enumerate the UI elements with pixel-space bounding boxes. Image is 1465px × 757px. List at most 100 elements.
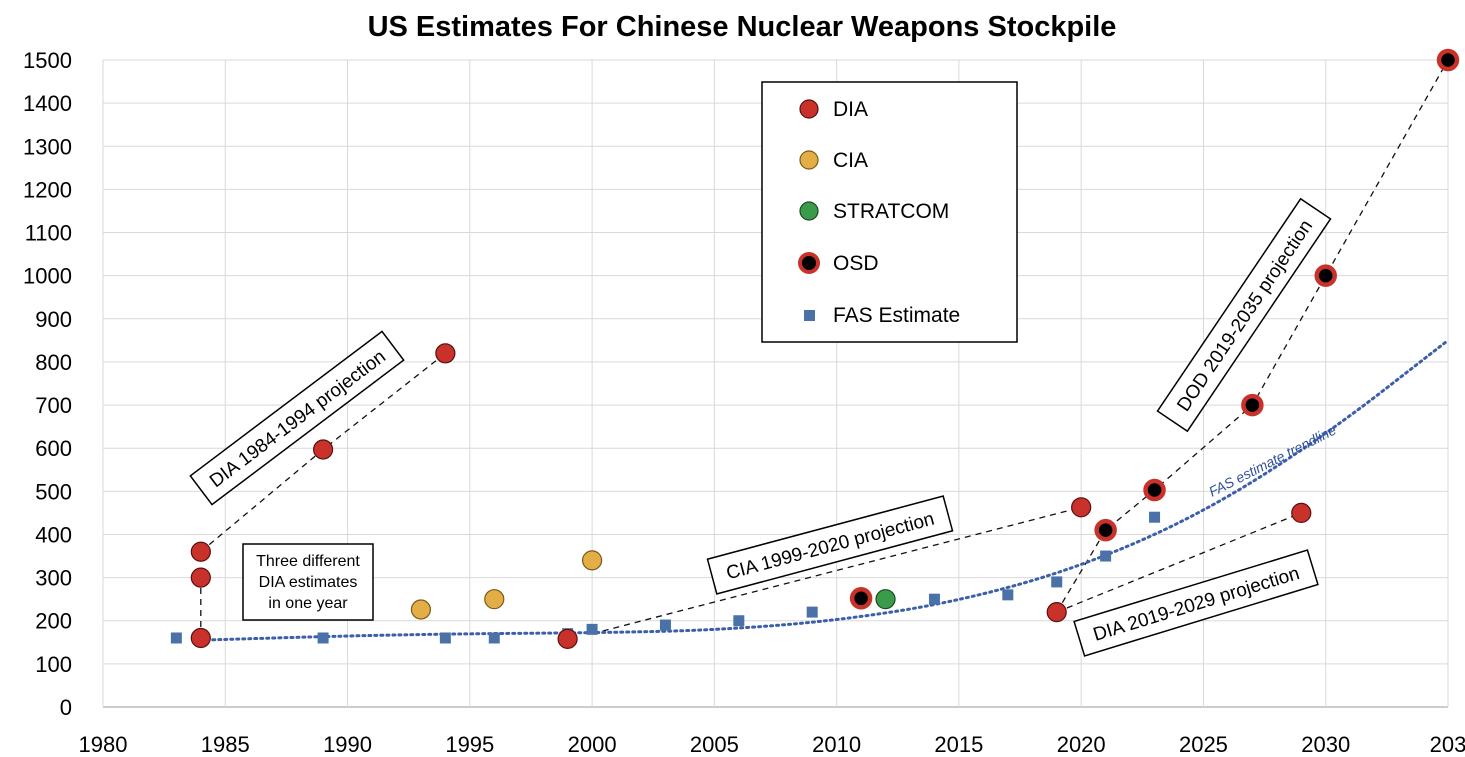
legend-item-osd: OSD xyxy=(798,252,879,275)
x-tick-label: 1980 xyxy=(79,732,128,757)
data-points xyxy=(170,48,1460,649)
annotation-three-dia-box xyxy=(242,543,374,621)
y-tick-label: 600 xyxy=(35,436,72,461)
y-tick-label: 1500 xyxy=(23,48,72,73)
dia-point xyxy=(1291,502,1312,524)
legend-dia-marker xyxy=(799,99,819,119)
dia-point xyxy=(1046,602,1067,623)
dia-point xyxy=(190,627,211,649)
x-tick-label: 2000 xyxy=(568,732,617,757)
annotation-three-dia-line-2: DIA estimates xyxy=(259,574,358,591)
osd-point xyxy=(1314,264,1337,287)
fas-estimate-point xyxy=(1149,511,1161,523)
y-tick-label: 1200 xyxy=(23,177,72,202)
y-tick-label: 100 xyxy=(35,652,72,677)
y-tick-labels: 0 100 200 300 400 500 600 700 800 900 1000 1100 1200… xyxy=(23,48,72,720)
fas-estimate-point xyxy=(928,593,940,605)
annotation-dia-2019: DIA 2019-2029 projection xyxy=(1073,549,1319,657)
x-tick-labels: 1980 1985 1990 1995 2000 2005 2010 2015 2020 2025… xyxy=(79,732,1465,757)
legend: DIA CIA STRATCOM OSD FAS Estimate xyxy=(761,81,1018,343)
trendline-label: FAS estimate trendline xyxy=(1206,421,1339,499)
dia-point xyxy=(312,439,334,460)
projection-line xyxy=(591,506,1082,635)
legend-item-fas: FAS Estimate xyxy=(804,304,960,327)
legend-stratcom-label: STRATCOM xyxy=(833,200,949,223)
legend-item-cia: CIA xyxy=(799,149,868,172)
annotation-three-dia-line-1: Three different xyxy=(256,553,360,570)
x-tick-label: 2010 xyxy=(812,732,861,757)
fas-trendline xyxy=(199,338,1450,642)
annotation-dia-2019-box xyxy=(1073,549,1319,657)
annotation-dod-2019-text: DOD 2019-2035 projection xyxy=(1173,216,1317,415)
dia-point xyxy=(557,628,578,649)
osd-point xyxy=(1241,393,1264,417)
legend-item-dia: DIA xyxy=(799,98,868,121)
chart-title: US Estimates For Chinese Nuclear Weapons… xyxy=(368,11,1117,43)
dia-point xyxy=(190,567,211,588)
projection-line xyxy=(1056,59,1449,613)
dia-point xyxy=(1071,497,1092,518)
annotation-three-dia: Three different DIA estimates in one yea… xyxy=(242,543,374,621)
y-tick-label: 1300 xyxy=(23,134,72,159)
annotation-cia-1999-box xyxy=(706,495,954,595)
y-tick-label: 1100 xyxy=(25,221,72,246)
x-tick-label: 2005 xyxy=(690,732,739,757)
fas-estimate-point xyxy=(1100,550,1112,562)
annotation-three-dia-line-3: in one year xyxy=(268,595,348,612)
y-tick-label: 200 xyxy=(35,609,72,634)
x-tick-label: 1995 xyxy=(445,732,494,757)
x-tick-label: 1985 xyxy=(201,732,250,757)
y-tick-label: 700 xyxy=(35,393,72,418)
osd-point xyxy=(1094,518,1117,542)
annotation-dia-1984-box xyxy=(189,330,405,506)
annotation-dod-2019-box xyxy=(1156,197,1332,433)
y-tick-label: 0 xyxy=(60,695,72,720)
legend-osd-label: OSD xyxy=(833,252,879,275)
x-tick-label: 2020 xyxy=(1057,732,1106,757)
cia-point xyxy=(581,550,603,571)
legend-cia-marker xyxy=(799,150,819,170)
fas-estimate-point xyxy=(806,606,818,618)
dia-point xyxy=(435,343,456,364)
y-tick-label: 900 xyxy=(35,307,72,332)
fas-estimate-point xyxy=(488,632,500,644)
osd-point xyxy=(1436,48,1460,72)
annotation-dod-2019: DOD 2019-2035 projection xyxy=(1156,197,1332,433)
fas-estimate-point xyxy=(659,619,671,631)
fas-estimate-point xyxy=(1051,576,1063,588)
y-tick-label: 800 xyxy=(35,350,72,375)
osd-point xyxy=(1143,478,1166,502)
legend-stratcom-marker xyxy=(799,201,819,221)
x-tick-label: 203 xyxy=(1430,732,1465,757)
annotation-dia-2019-text: DIA 2019-2029 projection xyxy=(1091,563,1302,646)
y-tick-label: 1000 xyxy=(23,264,72,289)
x-tick-label: 1990 xyxy=(323,732,372,757)
osd-point xyxy=(849,587,873,610)
legend-dia-label: DIA xyxy=(833,98,868,121)
fas-estimate-point xyxy=(317,632,329,644)
fas-estimate-point xyxy=(170,632,182,644)
annotation-dia-1984: DIA 1984-1994 projection xyxy=(189,330,405,506)
y-tick-label: 300 xyxy=(35,566,72,591)
x-tick-label: 2015 xyxy=(934,732,983,757)
y-tick-label: 400 xyxy=(35,522,72,547)
legend-cia-label: CIA xyxy=(833,149,868,172)
annotation-cia-1999: CIA 1999-2020 projection xyxy=(706,495,954,595)
stratcom-point xyxy=(875,589,896,610)
fas-estimate-point xyxy=(586,623,598,635)
dia-point xyxy=(190,541,211,562)
fas-estimate-point xyxy=(733,615,745,627)
legend-fas-label: FAS Estimate xyxy=(833,304,960,327)
fas-estimate-point xyxy=(1002,589,1014,601)
x-tick-label: 2030 xyxy=(1301,732,1350,757)
cia-point xyxy=(410,599,432,620)
y-tick-label: 1400 xyxy=(23,91,72,116)
x-tick-label: 2025 xyxy=(1179,732,1228,757)
legend-osd-marker xyxy=(798,252,820,274)
legend-item-stratcom: STRATCOM xyxy=(799,200,949,223)
y-tick-label: 500 xyxy=(35,479,72,504)
cia-point xyxy=(484,589,505,610)
legend-fas-marker xyxy=(804,310,815,321)
fas-estimate-point xyxy=(439,632,451,644)
